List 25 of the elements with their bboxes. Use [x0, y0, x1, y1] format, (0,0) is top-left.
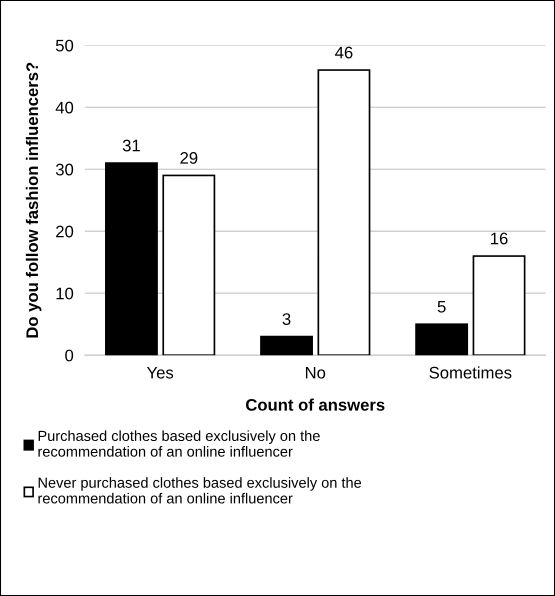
bar [472, 255, 526, 356]
x-tick-label: Sometimes [429, 366, 512, 379]
bar [162, 174, 216, 356]
bar [415, 323, 468, 356]
bar [105, 162, 158, 356]
data-label: 46 [335, 46, 352, 58]
x-tick-label: Yes [146, 366, 174, 379]
data-label: 16 [491, 232, 508, 244]
legend-label: Never purchased clothes based exclusively on the recommendation of an online influencer [38, 477, 362, 504]
data-label: 31 [122, 140, 140, 152]
y-tick-label: 40 [56, 102, 74, 114]
data-label: 29 [180, 152, 198, 164]
y-axis-title: Do you follow fashion influencers? [26, 62, 42, 338]
x-tick-label: No [306, 366, 326, 379]
data-label: 3 [282, 313, 290, 325]
data-label: 5 [438, 300, 446, 313]
x-axis-title: Count of answers [246, 398, 384, 411]
bar [318, 69, 370, 356]
y-tick-label: 0 [65, 350, 74, 362]
y-tick-label: 20 [56, 226, 74, 238]
y-tick-label: 50 [56, 40, 74, 52]
y-tick-label: 10 [56, 288, 74, 300]
y-tick-label: 30 [56, 164, 74, 176]
bar [260, 336, 313, 356]
legend-label: Purchased clothes based exclusively on the recommendation of an online influencer [38, 430, 320, 457]
